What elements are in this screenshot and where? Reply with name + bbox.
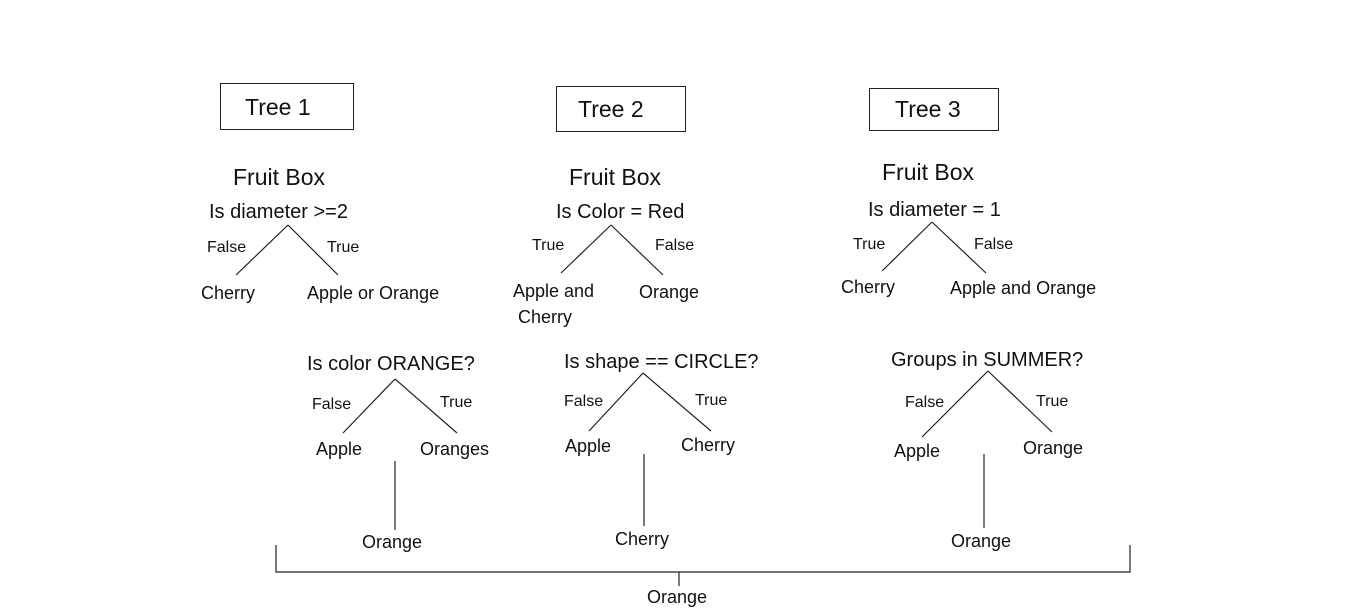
- tree3-result: Orange: [951, 531, 1012, 551]
- tree2-sub-right-branch: [642, 372, 712, 432]
- final-result: Orange: [647, 587, 708, 607]
- tree2-sub-left-branch: [588, 372, 644, 432]
- tree3-root-label: Fruit Box: [882, 159, 975, 185]
- tree2-sub-left-leaf: Apple: [565, 436, 612, 456]
- tree3-sub-right-edge-label: True: [1036, 393, 1069, 410]
- tree3-right-branch: [931, 221, 987, 274]
- tree2-left-edge-label: True: [532, 237, 565, 254]
- tree2-title: Tree 2: [578, 96, 644, 122]
- tree2-question: Is Color = Red: [556, 201, 685, 223]
- tree1-right-edge-label: True: [327, 239, 360, 256]
- aggregation-bracket: [275, 545, 1131, 573]
- tree1-sub-left-edge-label: False: [312, 396, 352, 413]
- tree1-left-leaf: Cherry: [201, 283, 256, 303]
- tree1-sub-right-edge-label: True: [440, 394, 473, 411]
- tree1-right-branch: [287, 224, 339, 276]
- tree3-sub-question: Groups in SUMMER?: [891, 349, 1084, 371]
- tree2-left-leaf-line1: Apple and: [513, 281, 595, 301]
- tree3-title-box: [869, 88, 999, 131]
- tree1-left-branch: [235, 224, 289, 276]
- tree2-sub-question: Is shape == CIRCLE?: [564, 351, 759, 373]
- tree3-left-leaf: Cherry: [841, 277, 896, 297]
- tree3-left-branch: [881, 221, 933, 272]
- tree2-result: Cherry: [615, 529, 670, 549]
- tree2-right-branch: [610, 224, 664, 276]
- tree1-sub-right-branch: [394, 378, 458, 434]
- tree1-left-edge-label: False: [207, 239, 247, 256]
- tree3-sub-left-branch: [921, 370, 989, 438]
- tree3-sub-left-edge-label: False: [905, 394, 945, 411]
- tree3-title: Tree 3: [895, 96, 961, 122]
- tree3-sub-right-branch: [987, 370, 1053, 433]
- tree1-question: Is diameter >=2: [209, 201, 348, 223]
- tree2-sub-right-leaf: Cherry: [681, 435, 736, 455]
- tree2-sub-right-edge-label: True: [695, 392, 728, 409]
- tree2-right-leaf: Orange: [639, 282, 700, 302]
- tree2-left-branch: [560, 224, 612, 274]
- tree1-sub-right-leaf: Oranges: [420, 439, 490, 459]
- tree3-sub-right-leaf: Orange: [1023, 438, 1084, 458]
- tree3-left-edge-label: True: [853, 236, 886, 253]
- tree2-left-leaf-line2: Cherry: [518, 307, 573, 327]
- tree1-sub-left-leaf: Apple: [316, 439, 363, 459]
- tree2-root-label: Fruit Box: [569, 164, 662, 190]
- tree3-right-leaf: Apple and Orange: [950, 278, 1097, 298]
- tree2-sub-left-edge-label: False: [564, 393, 604, 410]
- tree3-right-edge-label: False: [974, 236, 1014, 253]
- tree1-title: Tree 1: [245, 94, 311, 120]
- tree1-sub-question: Is color ORANGE?: [307, 353, 475, 375]
- tree1-result: Orange: [362, 532, 423, 552]
- tree1-right-leaf: Apple or Orange: [307, 283, 440, 303]
- tree2-right-edge-label: False: [655, 237, 695, 254]
- tree1-title-box: [220, 83, 354, 130]
- tree1-root-label: Fruit Box: [233, 164, 326, 190]
- tree3-sub-left-leaf: Apple: [894, 441, 941, 461]
- tree1-sub-left-branch: [342, 378, 396, 434]
- tree3-question: Is diameter = 1: [868, 199, 1001, 221]
- tree2-title-box: [556, 86, 686, 132]
